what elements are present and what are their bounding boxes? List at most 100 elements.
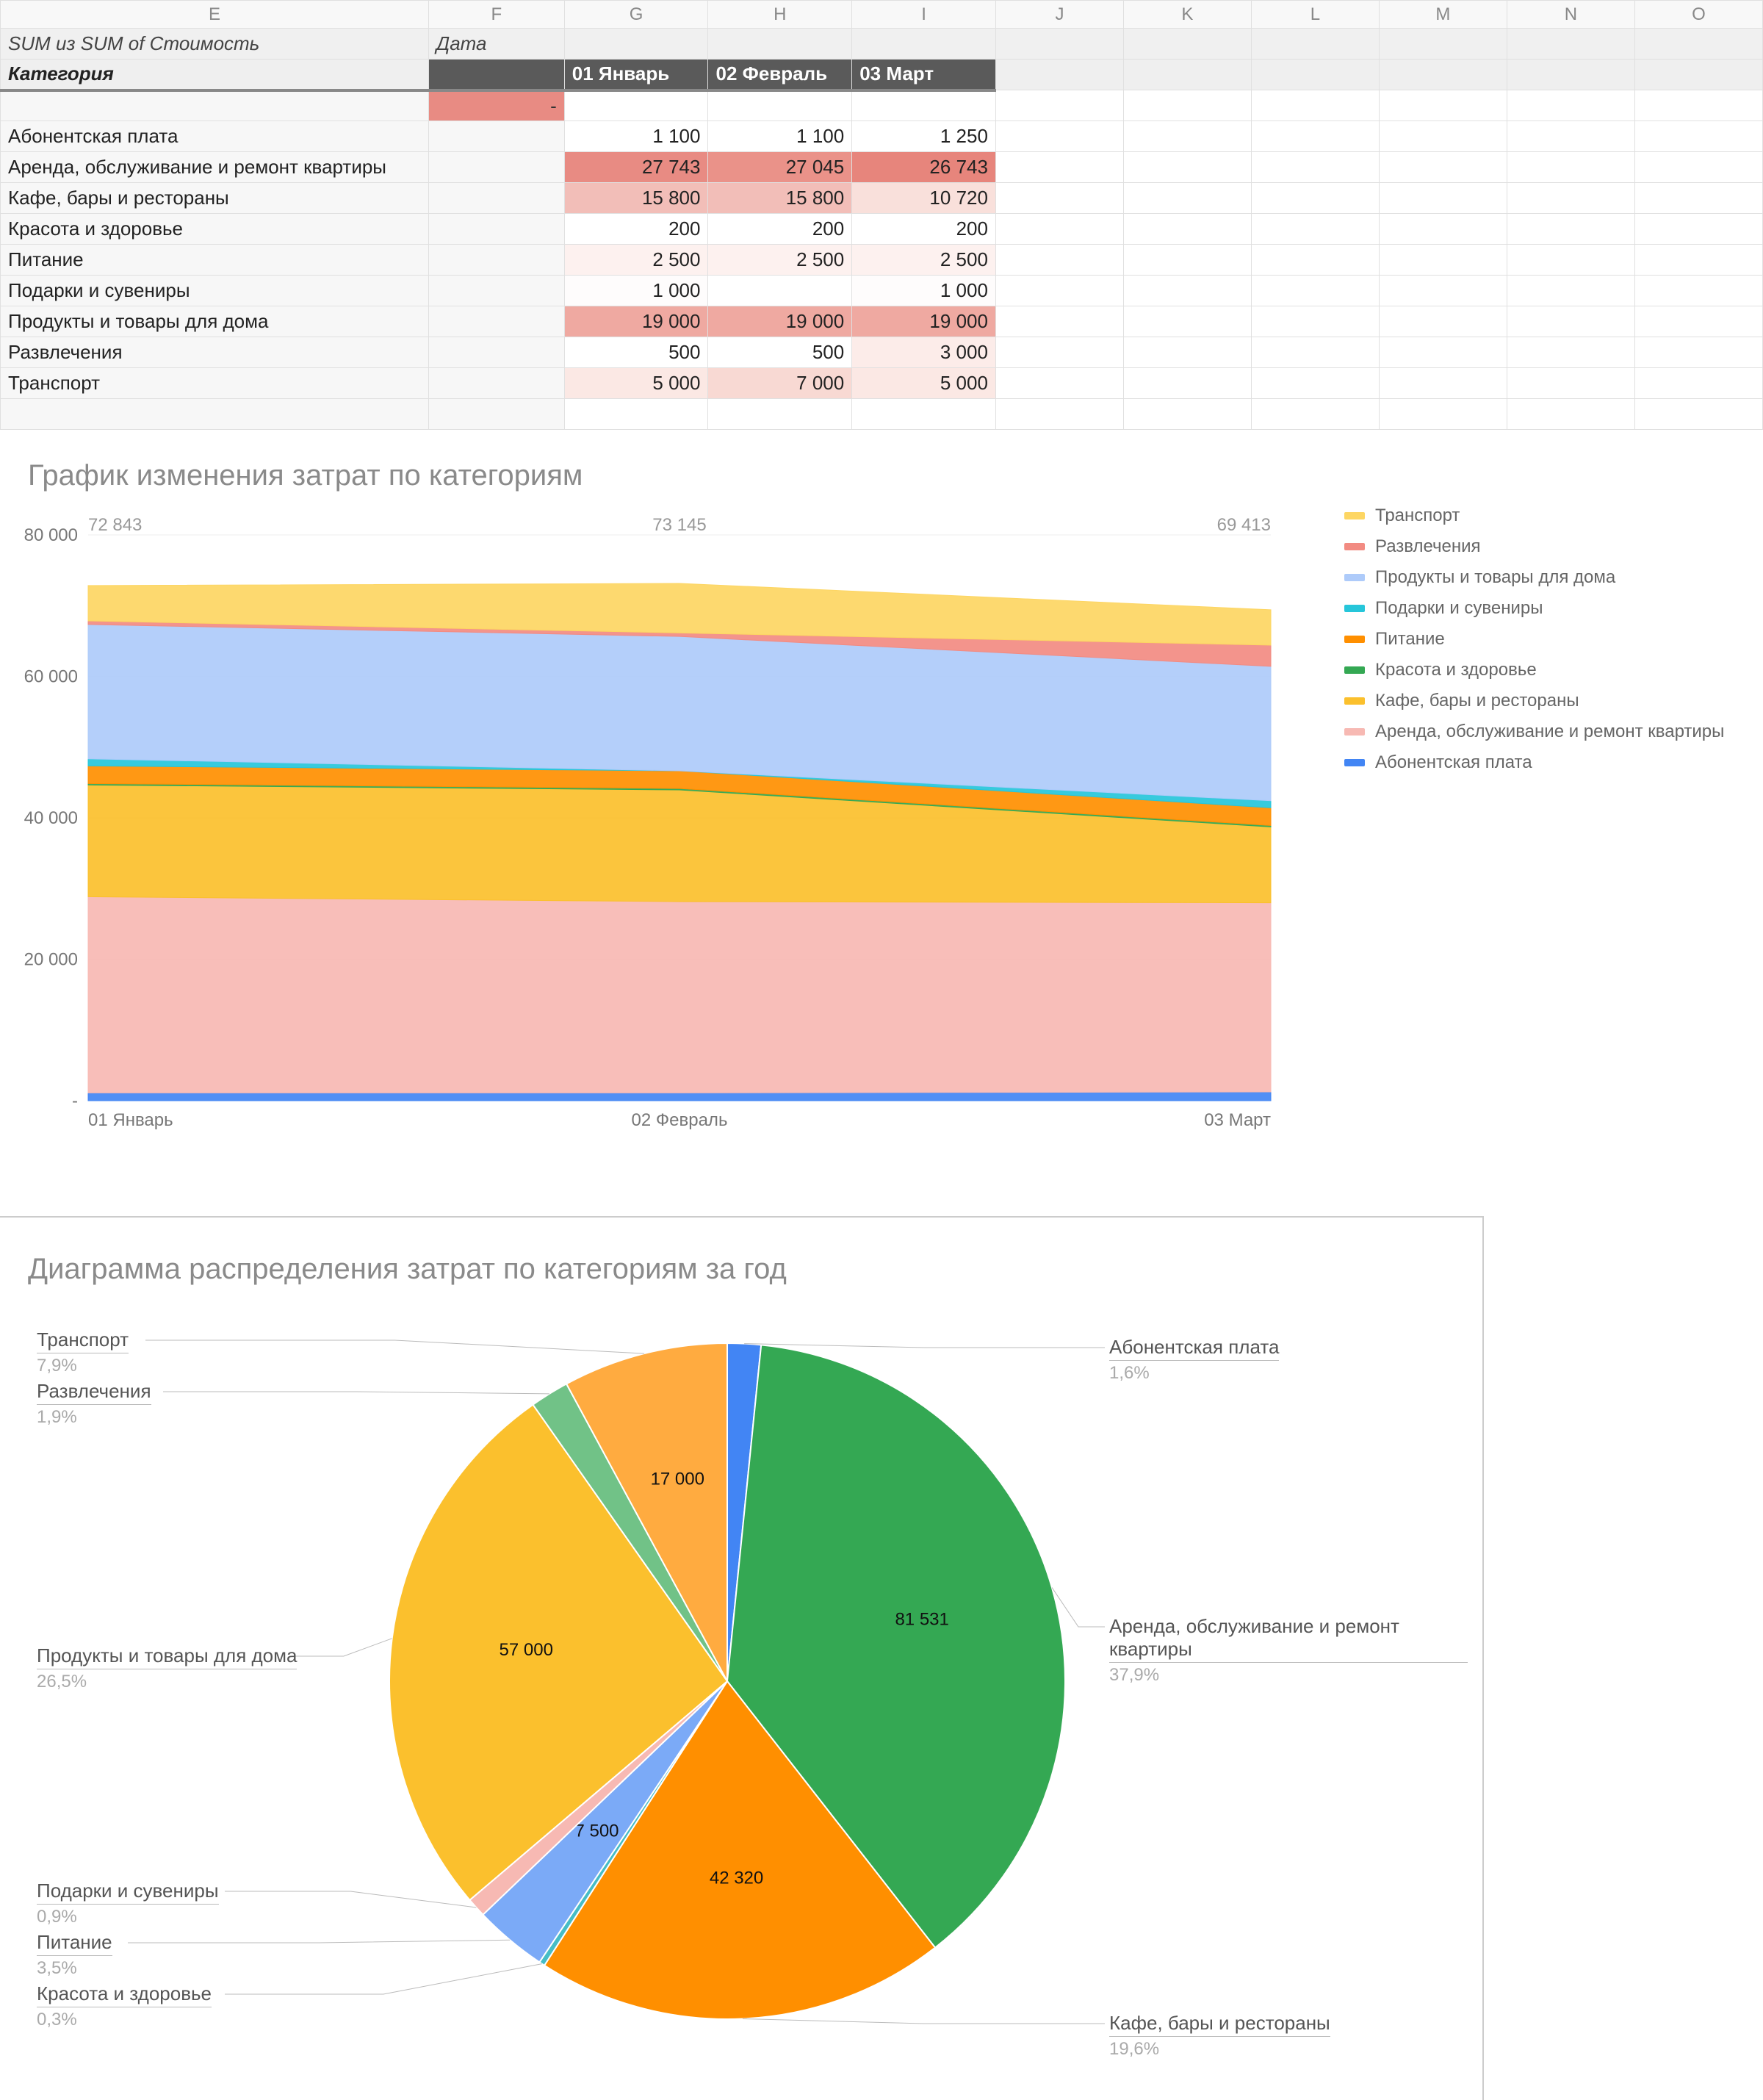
cell[interactable] bbox=[1507, 152, 1634, 183]
value-cell[interactable]: 2 500 bbox=[852, 245, 996, 276]
cell[interactable] bbox=[852, 29, 996, 60]
month-header[interactable]: 01 Январь bbox=[564, 60, 708, 90]
cell[interactable] bbox=[1507, 60, 1634, 90]
cell[interactable] bbox=[564, 90, 708, 121]
column-header[interactable]: E bbox=[1, 1, 429, 29]
cell[interactable] bbox=[1634, 90, 1762, 121]
cell[interactable]: SUM из SUM of Стоимость bbox=[1, 29, 429, 60]
value-cell[interactable]: 200 bbox=[708, 214, 852, 245]
value-cell[interactable]: 27 045 bbox=[708, 152, 852, 183]
cell[interactable] bbox=[1123, 214, 1251, 245]
cell[interactable] bbox=[428, 121, 564, 152]
cell[interactable] bbox=[1123, 60, 1251, 90]
cell[interactable] bbox=[1123, 368, 1251, 399]
cell[interactable] bbox=[428, 368, 564, 399]
value-cell[interactable]: 2 500 bbox=[708, 245, 852, 276]
category-cell[interactable]: Подарки и сувениры bbox=[1, 276, 429, 306]
cell[interactable] bbox=[1634, 245, 1762, 276]
cell[interactable] bbox=[428, 306, 564, 337]
cell[interactable] bbox=[1251, 152, 1379, 183]
cell[interactable] bbox=[1634, 337, 1762, 368]
cell[interactable] bbox=[1379, 368, 1507, 399]
cell[interactable] bbox=[428, 214, 564, 245]
cell[interactable] bbox=[1123, 276, 1251, 306]
cell[interactable] bbox=[708, 29, 852, 60]
column-header[interactable]: I bbox=[852, 1, 996, 29]
cell[interactable] bbox=[995, 214, 1123, 245]
category-cell[interactable]: Развлечения bbox=[1, 337, 429, 368]
cell[interactable] bbox=[1123, 306, 1251, 337]
value-cell[interactable]: 7 000 bbox=[708, 368, 852, 399]
value-cell[interactable]: 1 100 bbox=[708, 121, 852, 152]
cell[interactable] bbox=[428, 245, 564, 276]
cell[interactable] bbox=[995, 60, 1123, 90]
cell[interactable] bbox=[1123, 121, 1251, 152]
column-header[interactable]: M bbox=[1379, 1, 1507, 29]
cell[interactable] bbox=[1251, 337, 1379, 368]
cell[interactable] bbox=[852, 90, 996, 121]
column-header[interactable]: K bbox=[1123, 1, 1251, 29]
value-cell[interactable]: 1 250 bbox=[852, 121, 996, 152]
cell[interactable] bbox=[995, 276, 1123, 306]
value-cell[interactable]: 500 bbox=[564, 337, 708, 368]
value-cell[interactable]: 1 100 bbox=[564, 121, 708, 152]
cell[interactable] bbox=[995, 183, 1123, 214]
cell[interactable] bbox=[1379, 29, 1507, 60]
cell[interactable] bbox=[564, 399, 708, 430]
cell[interactable] bbox=[995, 368, 1123, 399]
value-cell[interactable]: 15 800 bbox=[564, 183, 708, 214]
cell[interactable] bbox=[1634, 121, 1762, 152]
cell[interactable] bbox=[1251, 306, 1379, 337]
category-cell[interactable]: Питание bbox=[1, 245, 429, 276]
cell[interactable] bbox=[995, 29, 1123, 60]
cell[interactable] bbox=[1507, 337, 1634, 368]
cell[interactable] bbox=[1251, 399, 1379, 430]
cell[interactable] bbox=[1379, 306, 1507, 337]
column-header[interactable]: G bbox=[564, 1, 708, 29]
value-cell[interactable]: 200 bbox=[852, 214, 996, 245]
cell[interactable] bbox=[1251, 29, 1379, 60]
cell[interactable] bbox=[1634, 152, 1762, 183]
cell[interactable] bbox=[708, 399, 852, 430]
column-header[interactable]: N bbox=[1507, 1, 1634, 29]
cell[interactable] bbox=[428, 60, 564, 90]
value-cell[interactable]: 19 000 bbox=[564, 306, 708, 337]
cell[interactable] bbox=[1251, 60, 1379, 90]
value-cell[interactable] bbox=[708, 276, 852, 306]
column-header[interactable]: H bbox=[708, 1, 852, 29]
cell[interactable] bbox=[995, 121, 1123, 152]
cell[interactable] bbox=[1507, 306, 1634, 337]
cell[interactable] bbox=[1379, 121, 1507, 152]
column-header[interactable]: O bbox=[1634, 1, 1762, 29]
cell[interactable]: Категория bbox=[1, 60, 429, 90]
cell[interactable]: Дата bbox=[428, 29, 564, 60]
value-cell[interactable]: 2 500 bbox=[564, 245, 708, 276]
category-cell[interactable]: Транспорт bbox=[1, 368, 429, 399]
column-header[interactable]: L bbox=[1251, 1, 1379, 29]
cell[interactable] bbox=[1634, 368, 1762, 399]
cell[interactable] bbox=[995, 306, 1123, 337]
cell[interactable] bbox=[428, 183, 564, 214]
cell[interactable] bbox=[428, 152, 564, 183]
cell[interactable] bbox=[1251, 245, 1379, 276]
cell[interactable] bbox=[852, 399, 996, 430]
cell[interactable] bbox=[1634, 214, 1762, 245]
value-cell[interactable]: 19 000 bbox=[852, 306, 996, 337]
value-cell[interactable]: 3 000 bbox=[852, 337, 996, 368]
cell[interactable] bbox=[1123, 183, 1251, 214]
cell[interactable]: - bbox=[428, 90, 564, 121]
category-cell[interactable]: Продукты и товары для дома bbox=[1, 306, 429, 337]
cell[interactable] bbox=[1507, 214, 1634, 245]
value-cell[interactable]: 500 bbox=[708, 337, 852, 368]
cell[interactable] bbox=[1634, 29, 1762, 60]
cell[interactable] bbox=[1634, 183, 1762, 214]
cell[interactable] bbox=[1251, 368, 1379, 399]
value-cell[interactable]: 5 000 bbox=[852, 368, 996, 399]
category-cell[interactable]: Абонентская плата bbox=[1, 121, 429, 152]
cell[interactable] bbox=[1507, 368, 1634, 399]
cell[interactable] bbox=[1507, 276, 1634, 306]
cell[interactable] bbox=[995, 337, 1123, 368]
cell[interactable] bbox=[1507, 90, 1634, 121]
month-header[interactable]: 02 Февраль bbox=[708, 60, 852, 90]
cell[interactable] bbox=[1634, 306, 1762, 337]
